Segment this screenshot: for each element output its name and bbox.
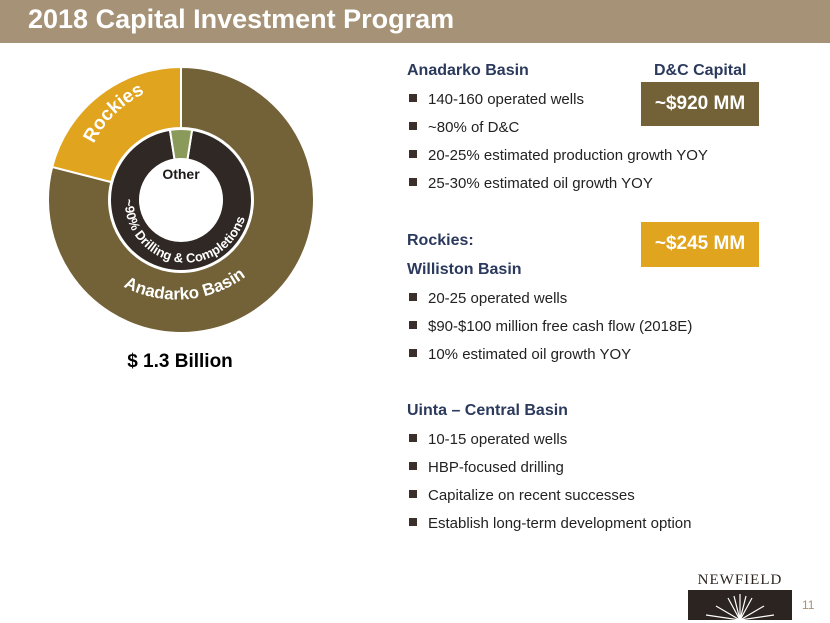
bullet-square-icon [409, 490, 417, 498]
list-item: 20-25 operated wells [409, 290, 567, 307]
total-capital-label: $ 1.3 Billion [127, 351, 233, 372]
list-item: ~80% of D&C [409, 119, 519, 136]
title-bar: 2018 Capital Investment Program [0, 0, 830, 43]
capital-donut-chart: Anadarko Basin Rockies ~90% Drilling & C… [47, 65, 315, 334]
list-item: $90-$100 million free cash flow (2018E) [409, 318, 692, 335]
list-item: 20-25% estimated production growth YOY [409, 147, 708, 164]
list-item: Capitalize on recent successes [409, 487, 635, 504]
bullet-square-icon [409, 518, 417, 526]
inner-slice-other [168, 128, 194, 161]
inner-ring [109, 128, 253, 272]
rockies-capital-box: ~$245 MM [641, 222, 759, 267]
list-item: Establish long-term development option [409, 515, 691, 532]
inner-slice-90-drilling-completions [109, 128, 253, 272]
page-number: 11 [802, 598, 815, 612]
bullet-square-icon [409, 94, 417, 102]
bullet-square-icon [409, 122, 417, 130]
anadarko-heading: Anadarko Basin [407, 62, 529, 79]
list-item: HBP-focused drilling [409, 459, 564, 476]
starburst-icon [688, 590, 792, 620]
newfield-logo: NEWFIELD [688, 572, 792, 620]
bullet-square-icon [409, 178, 417, 186]
list-item: 10% estimated oil growth YOY [409, 346, 631, 363]
bullet-square-icon [409, 349, 417, 357]
bullet-square-icon [409, 293, 417, 301]
list-item: 25-30% estimated oil growth YOY [409, 175, 653, 192]
page-title: 2018 Capital Investment Program [28, 4, 455, 34]
bullet-square-icon [409, 462, 417, 470]
dc-capital-heading: D&C Capital [654, 62, 747, 79]
bullet-square-icon [409, 321, 417, 329]
logo-text: NEWFIELD [697, 572, 783, 588]
bullet-square-icon [409, 150, 417, 158]
anadarko-capital-box: ~$920 MM [641, 82, 759, 126]
ring-label-other: Other [162, 166, 200, 182]
bullet-square-icon [409, 434, 417, 442]
rockies-heading: Rockies: [407, 232, 474, 249]
uinta-heading: Uinta – Central Basin [407, 402, 568, 419]
list-item: 10-15 operated wells [409, 431, 567, 448]
list-item: 140-160 operated wells [409, 91, 584, 108]
williston-heading: Williston Basin [407, 261, 522, 278]
